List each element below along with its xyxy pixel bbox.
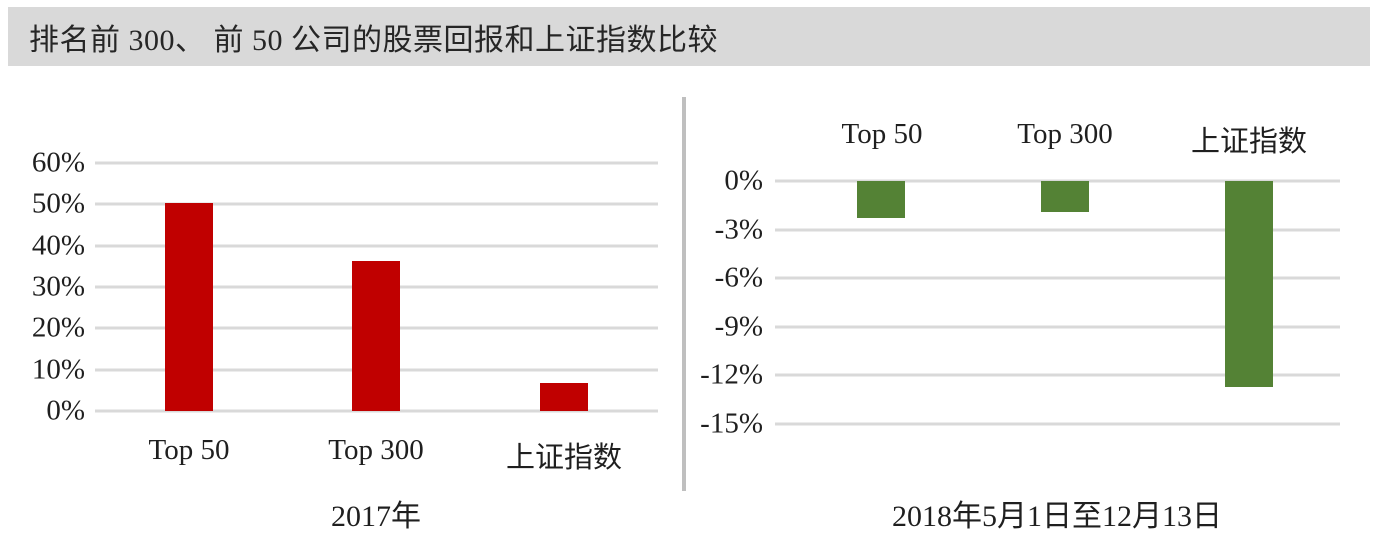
y-tick-label: 20% bbox=[31, 311, 85, 344]
y-tick-label: 60% bbox=[31, 146, 85, 179]
y-tick-label: 40% bbox=[31, 229, 85, 262]
gridline bbox=[775, 422, 1340, 426]
category-label: Top 50 bbox=[841, 118, 923, 150]
gridline bbox=[775, 276, 1340, 280]
y-tick-label: 10% bbox=[31, 353, 85, 386]
category-label: Top 50 bbox=[148, 434, 230, 466]
gridline bbox=[95, 244, 658, 248]
bar-2018-top-50 bbox=[857, 181, 905, 219]
gridline bbox=[95, 161, 658, 165]
y-tick-label: 30% bbox=[31, 270, 85, 303]
plot-area-2018 bbox=[775, 179, 1340, 426]
gridline bbox=[95, 409, 658, 413]
gridline bbox=[775, 228, 1340, 232]
category-label: 上证指数 bbox=[505, 442, 622, 474]
y-axis-2017: 60% 50% 40% 30% 20% 10% 0% bbox=[0, 147, 85, 427]
bar-2018-sse-index bbox=[1225, 181, 1273, 387]
y-axis-2018: 0% -3% -6% -9% -12% -15% bbox=[655, 165, 763, 440]
category-label: Top 300 bbox=[1017, 118, 1113, 150]
plot-area-2017 bbox=[95, 161, 658, 413]
axis-title-2018: 2018年5月1日至12月13日 bbox=[892, 500, 1222, 533]
y-tick-label: -15% bbox=[700, 407, 763, 440]
gridline bbox=[775, 325, 1340, 329]
column-labels-2018: Top 50 Top 300 上证指数 bbox=[775, 118, 1340, 160]
figure-title: 排名前 300、 前 50 公司的股票回报和上证指数比较 bbox=[29, 23, 718, 57]
gridline bbox=[775, 373, 1340, 377]
y-tick-label: 0% bbox=[46, 394, 85, 427]
charts-divider bbox=[682, 97, 686, 491]
y-tick-label: -3% bbox=[714, 213, 763, 246]
y-tick-label: -6% bbox=[714, 261, 763, 294]
y-tick-label: 0% bbox=[724, 164, 763, 197]
axis-title-2017: 2017年 bbox=[331, 500, 421, 533]
bar-2017-sse-index bbox=[540, 382, 588, 411]
y-tick-label: 50% bbox=[31, 187, 85, 220]
x-axis-2017: Top 50 Top 300 上证指数 bbox=[95, 434, 658, 474]
bar-2017-top-50 bbox=[165, 203, 213, 411]
figure-title-bar: 排名前 300、 前 50 公司的股票回报和上证指数比较 bbox=[8, 7, 1370, 66]
gridline bbox=[95, 202, 658, 206]
y-tick-label: -9% bbox=[714, 310, 763, 343]
bar-2018-top-300 bbox=[1041, 181, 1089, 212]
bar-2017-top-300 bbox=[352, 261, 400, 411]
category-label: 上证指数 bbox=[1190, 126, 1307, 158]
y-tick-label: -12% bbox=[700, 358, 763, 391]
category-label: Top 300 bbox=[328, 434, 424, 466]
